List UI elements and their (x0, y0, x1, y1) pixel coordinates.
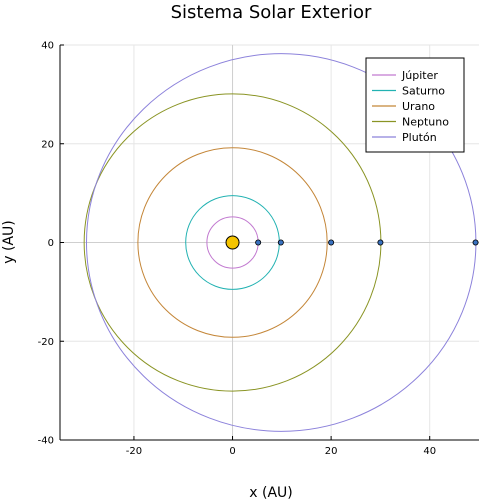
y-tick-label: -40 (38, 436, 54, 447)
planet-marker (377, 239, 384, 246)
planet-marker (328, 239, 335, 246)
legend-label: Plutón (402, 131, 437, 144)
y-tick-label: 40 (41, 41, 54, 52)
orbit-3 (137, 147, 328, 338)
y-tick-label: -20 (38, 337, 54, 348)
legend-label: Júpiter (401, 69, 438, 82)
sun-marker (225, 235, 240, 250)
chart-title: Sistema Solar Exterior (171, 2, 372, 23)
planet-marker (472, 239, 479, 246)
x-tick-label: -20 (126, 446, 142, 457)
y-tick-label: 0 (48, 238, 54, 249)
y-axis-label: y (AU) (1, 220, 17, 263)
x-tick-label: 0 (229, 446, 235, 457)
planet-marker (277, 239, 284, 246)
y-tick-label: 20 (41, 139, 54, 150)
legend-label: Neptuno (402, 116, 449, 129)
legend-label: Urano (402, 100, 435, 113)
legend-box (365, 57, 465, 153)
x-tick-label: 20 (325, 446, 338, 457)
x-axis-label: x (AU) (249, 485, 292, 499)
planet-markers (225, 235, 479, 250)
axes: -20 0 20 40 -40 -20 0 20 40 (38, 41, 479, 457)
x-tick-label: 40 (423, 446, 436, 457)
legend-label: Saturno (402, 85, 445, 98)
legend: Júpiter Saturno Urano Neptuno Plutón (365, 57, 465, 153)
planet-marker (255, 239, 262, 246)
